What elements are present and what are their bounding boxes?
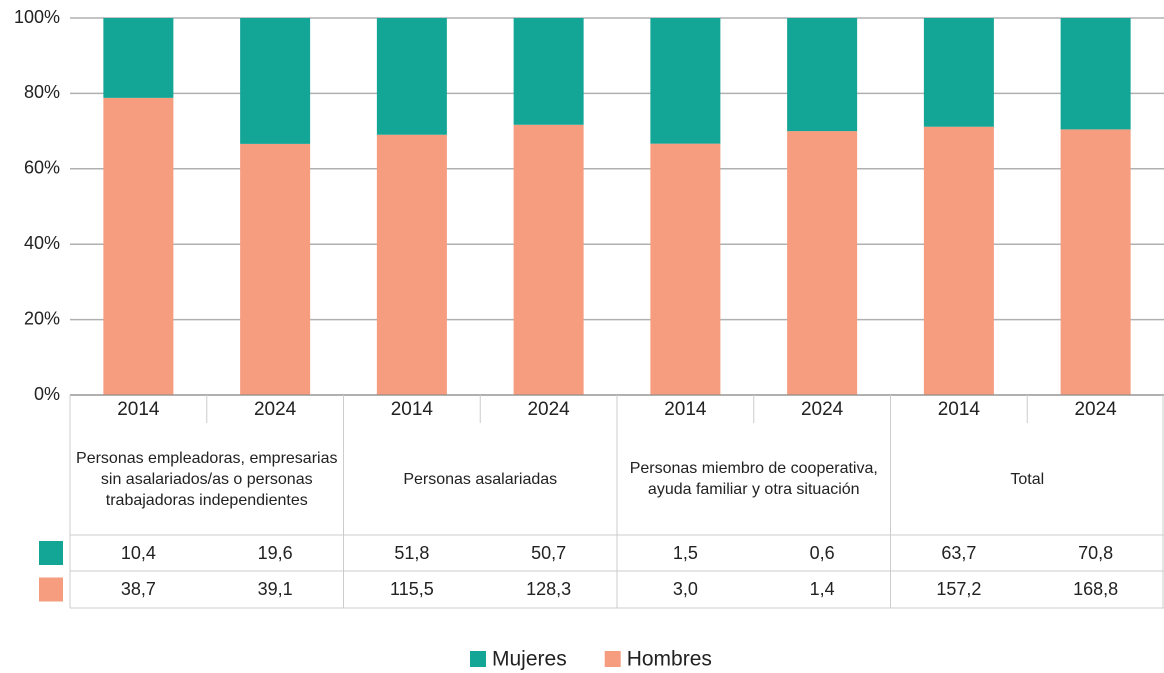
table-value: 0,6 xyxy=(809,542,835,563)
legend-label: Hombres xyxy=(627,648,712,671)
bar-segment xyxy=(513,18,584,125)
bar-segment xyxy=(923,18,994,127)
table-value: 38,7 xyxy=(120,579,156,599)
bar-segment xyxy=(103,97,174,395)
row-swatch xyxy=(39,577,63,602)
y-tick-label: 100% xyxy=(14,7,60,27)
table-value: 19,6 xyxy=(257,542,293,563)
bar-segment xyxy=(923,126,994,395)
table-value: 63,7 xyxy=(941,542,977,563)
bar-segment xyxy=(376,134,447,395)
x-tick-label: 2014 xyxy=(664,398,707,420)
legend-swatch xyxy=(604,651,621,667)
table-value: 168,8 xyxy=(1073,579,1119,599)
table-value: 1,4 xyxy=(809,579,835,599)
x-tick-label: 2024 xyxy=(800,398,844,420)
x-tick-label: 2024 xyxy=(527,398,570,420)
x-tick-label: 2014 xyxy=(117,398,160,420)
bar-segment xyxy=(240,143,311,395)
x-tick-label: 2024 xyxy=(253,398,297,420)
bar-segment xyxy=(787,18,858,132)
x-tick-label: 2014 xyxy=(937,398,981,420)
table-value: 70,8 xyxy=(1078,542,1114,563)
group-label: Total xyxy=(1010,470,1045,488)
table-value: 39,1 xyxy=(257,579,293,599)
group-label: Personas asalariadas xyxy=(403,470,558,488)
bar-segment xyxy=(513,124,584,396)
y-tick-label: 0% xyxy=(34,384,60,404)
legend-label: Mujeres xyxy=(492,648,567,671)
y-tick-label: 40% xyxy=(24,233,60,253)
table-value: 50,7 xyxy=(531,542,567,563)
y-tick-label: 20% xyxy=(24,308,60,328)
y-tick-label: 60% xyxy=(24,158,60,178)
table-value: 1,5 xyxy=(672,542,698,563)
group-label: Personas miembro de cooperativa, ayuda f… xyxy=(629,460,878,498)
x-tick-label: 2014 xyxy=(390,398,434,420)
bar-segment xyxy=(650,143,721,395)
bar-segment xyxy=(650,18,721,144)
table-value: 10,4 xyxy=(120,542,156,563)
legend-swatch xyxy=(470,651,486,667)
bar-segment xyxy=(240,18,311,144)
table-value: 3,0 xyxy=(672,579,698,599)
y-tick-label: 80% xyxy=(24,82,60,102)
bar-segment xyxy=(103,18,174,98)
bar-segment xyxy=(1060,129,1131,395)
table-value: 51,8 xyxy=(394,542,430,563)
bar-segment xyxy=(1060,18,1131,130)
x-tick-label: 2024 xyxy=(1074,398,1117,420)
bar-segment xyxy=(787,131,858,395)
table-value: 128,3 xyxy=(526,579,572,599)
row-swatch xyxy=(39,541,63,565)
bar-segment xyxy=(376,18,447,135)
table-value: 115,5 xyxy=(390,579,434,599)
group-label: Personas empleadoras, empresarias sin as… xyxy=(76,449,338,509)
table-value: 157,2 xyxy=(936,579,982,599)
